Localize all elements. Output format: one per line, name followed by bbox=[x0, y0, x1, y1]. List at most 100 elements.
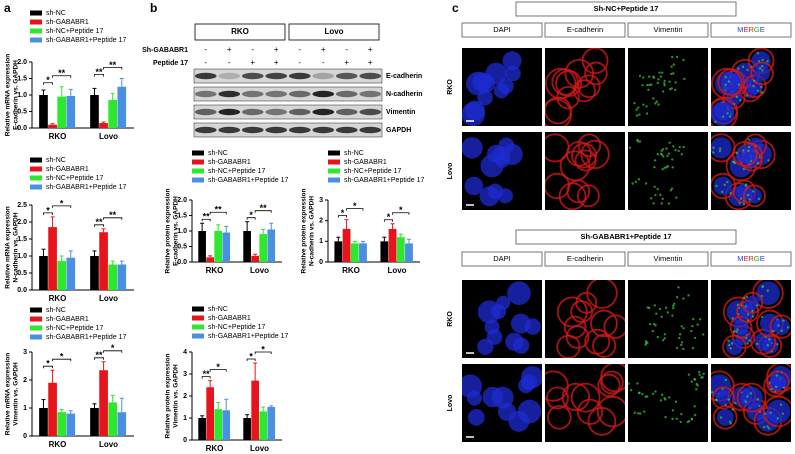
vimentin-dot bbox=[678, 333, 682, 336]
legend-swatch bbox=[30, 19, 42, 25]
blot-band bbox=[265, 72, 288, 80]
vimentin-dot bbox=[724, 75, 728, 79]
vimentin-dot bbox=[669, 189, 673, 192]
significance-label: * bbox=[399, 205, 403, 215]
membrane bbox=[575, 291, 598, 314]
micro-title: Sh-NC+Peptide 17 bbox=[594, 4, 659, 13]
vimentin-dot bbox=[730, 342, 734, 345]
vimentin-dot bbox=[664, 415, 667, 419]
micro-image bbox=[462, 280, 542, 358]
legend-label: sh-NC bbox=[208, 150, 228, 157]
nucleus bbox=[524, 318, 541, 335]
error-bar bbox=[59, 86, 64, 97]
bar bbox=[267, 229, 276, 262]
y-axis-label: N-cadherin vs. GAPDH bbox=[309, 196, 316, 266]
row-label: RKO bbox=[447, 79, 454, 95]
vimentin-dot bbox=[736, 328, 739, 331]
vimentin-dot bbox=[742, 202, 746, 206]
vimentin-dot bbox=[653, 159, 657, 162]
channel-header-box bbox=[544, 22, 626, 38]
channel-header: MERGE bbox=[737, 25, 765, 34]
significance-label: ** bbox=[215, 205, 223, 215]
bar bbox=[90, 408, 99, 436]
nucleus bbox=[464, 176, 484, 196]
error-bar bbox=[50, 123, 55, 125]
significance-bracket bbox=[383, 219, 393, 222]
blot-band bbox=[288, 126, 311, 134]
blot-mark: + bbox=[274, 58, 279, 67]
vimentin-dot bbox=[639, 412, 642, 415]
error-bar bbox=[336, 236, 341, 242]
channel-header: MERGE bbox=[737, 254, 765, 263]
channel-header-box bbox=[461, 251, 543, 267]
vimentin-dot bbox=[660, 202, 663, 205]
blot-mark: - bbox=[204, 45, 207, 54]
vimentin-dot bbox=[735, 151, 739, 155]
bar bbox=[222, 232, 231, 262]
vimentin-dot bbox=[721, 190, 724, 194]
nucleus bbox=[773, 318, 790, 335]
y-tick-label: 2 bbox=[183, 393, 187, 400]
blot-band bbox=[241, 90, 264, 98]
y-axis-label: Relative mRNA expression bbox=[5, 54, 12, 137]
vimentin-dot bbox=[702, 372, 705, 376]
nucleus bbox=[467, 408, 485, 426]
vimentin-dot bbox=[670, 55, 674, 59]
vimentin-dot bbox=[756, 89, 760, 93]
membrane bbox=[545, 67, 577, 100]
x-tick-label: Lovo bbox=[250, 444, 269, 453]
channel-header: Vimentin bbox=[653, 25, 682, 34]
vimentin-dot bbox=[693, 405, 696, 408]
blot-band bbox=[312, 90, 335, 98]
vimentin-dot bbox=[748, 198, 751, 201]
vimentin-dot bbox=[691, 346, 695, 350]
vimentin-dot bbox=[760, 85, 763, 89]
y-tick-label: 1 bbox=[183, 415, 187, 422]
vimentin-dot bbox=[659, 193, 662, 197]
significance-bracket bbox=[209, 369, 227, 372]
x-tick-label: Lovo bbox=[387, 266, 406, 275]
vimentin-dot bbox=[780, 329, 784, 333]
legend-label: sh-GABABR1+Peptide 17 bbox=[46, 334, 126, 341]
micro-content bbox=[477, 281, 541, 356]
y-tick-label: 0.0 bbox=[17, 287, 27, 294]
vimentin-dot bbox=[677, 286, 680, 289]
error-bar bbox=[253, 362, 258, 381]
vimentin-dot bbox=[746, 342, 749, 345]
vimentin-dot bbox=[739, 99, 742, 102]
vimentin-dot bbox=[759, 67, 762, 70]
vimentin-dot bbox=[718, 147, 722, 150]
vimentin-dot bbox=[682, 297, 685, 300]
bar bbox=[108, 99, 118, 128]
blot-band bbox=[241, 126, 264, 134]
significance-label: * bbox=[60, 198, 64, 208]
vimentin-dot bbox=[666, 311, 670, 314]
y-tick-label: 2.0 bbox=[17, 219, 27, 226]
vimentin-dot bbox=[770, 387, 773, 391]
vimentin-dot bbox=[775, 374, 779, 377]
panel-label: c bbox=[452, 1, 459, 15]
error-bar bbox=[101, 361, 106, 371]
vimentin-dot bbox=[721, 115, 725, 118]
vimentin-dot bbox=[672, 63, 676, 66]
bar bbox=[117, 264, 127, 290]
significance-bracket bbox=[43, 82, 53, 85]
vimentin-dot bbox=[743, 296, 746, 300]
membrane bbox=[590, 309, 618, 338]
vimentin-dot bbox=[664, 398, 667, 401]
micro-content bbox=[545, 133, 610, 210]
blot-band-label: E-cadherin bbox=[386, 73, 422, 80]
vimentin-dot bbox=[729, 347, 732, 350]
significance-label: * bbox=[46, 359, 50, 369]
vimentin-dot bbox=[746, 68, 749, 72]
bar bbox=[380, 241, 389, 262]
error-bar bbox=[269, 405, 274, 407]
nucleus bbox=[517, 399, 542, 424]
y-tick-label: 1.5 bbox=[177, 212, 187, 219]
y-tick-label: 2.0 bbox=[17, 59, 27, 66]
vimentin-dot bbox=[668, 141, 671, 144]
error-bar bbox=[68, 410, 73, 414]
bar bbox=[259, 234, 268, 262]
vimentin-dot bbox=[642, 76, 645, 79]
error-bar bbox=[68, 88, 73, 96]
